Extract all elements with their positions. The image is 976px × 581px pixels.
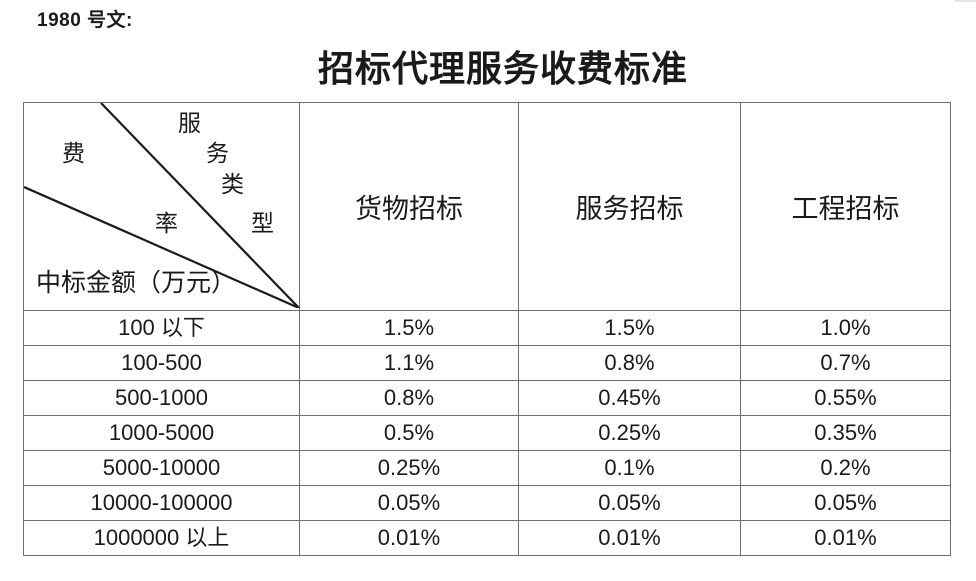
fee-rate-table: 服 务 类 型 费 率 中标金额（万元） 货物招标 服务招标 工程招标 100 …: [23, 102, 951, 556]
table-row: 1000000 以上 0.01% 0.01% 0.01%: [23, 520, 951, 556]
fee-value-cell: 1.5%: [299, 310, 519, 346]
fee-value-cell: 0.35%: [740, 415, 951, 451]
amount-range-cell: 1000000 以上: [23, 520, 300, 556]
fee-value-cell: 0.25%: [518, 415, 741, 451]
amount-range-cell: 1000-5000: [23, 415, 300, 451]
service-type-char: 务: [206, 141, 229, 166]
diagonal-header-cell: 服 务 类 型 费 率 中标金额（万元）: [23, 102, 300, 311]
fee-value-cell: 0.05%: [299, 485, 519, 521]
fee-value-cell: 0.01%: [740, 520, 951, 556]
fee-value-cell: 0.7%: [740, 345, 951, 381]
service-type-char: 类: [221, 172, 244, 197]
fee-value-cell: 0.45%: [518, 380, 741, 416]
diagonal-divider-lines: [24, 103, 300, 308]
column-header-engineering: 工程招标: [740, 102, 951, 311]
fee-value-cell: 0.05%: [740, 485, 951, 521]
rate-char: 费: [62, 141, 85, 166]
table-row: 100 以下 1.5% 1.5% 1.0%: [23, 310, 951, 346]
amount-range-cell: 100 以下: [23, 310, 300, 346]
page-edge-artifact: [955, 0, 976, 2]
table-row: 100-500 1.1% 0.8% 0.7%: [23, 345, 951, 381]
column-header-goods: 货物招标: [299, 102, 519, 311]
amount-range-cell: 500-1000: [23, 380, 300, 416]
service-type-char: 服: [178, 111, 201, 136]
doc-reference: 1980 号文:: [37, 10, 133, 31]
table-row: 500-1000 0.8% 0.45% 0.55%: [23, 380, 951, 416]
header-row: 服 务 类 型 费 率 中标金额（万元） 货物招标 服务招标 工程招标: [23, 102, 951, 311]
rate-char: 率: [155, 211, 178, 236]
fee-value-cell: 0.8%: [518, 345, 741, 381]
service-type-char: 型: [251, 211, 274, 236]
table-row: 1000-5000 0.5% 0.25% 0.35%: [23, 415, 951, 451]
table-row: 5000-10000 0.25% 0.1% 0.2%: [23, 450, 951, 486]
fee-value-cell: 0.05%: [518, 485, 741, 521]
amount-range-cell: 100-500: [23, 345, 300, 381]
diagonal-line-lower: [24, 185, 300, 308]
fee-value-cell: 1.1%: [299, 345, 519, 381]
fee-value-cell: 0.5%: [299, 415, 519, 451]
diagonal-line-upper: [100, 103, 300, 308]
fee-value-cell: 0.25%: [299, 450, 519, 486]
fee-value-cell: 1.0%: [740, 310, 951, 346]
fee-value-cell: 0.2%: [740, 450, 951, 486]
fee-value-cell: 0.8%: [299, 380, 519, 416]
fee-value-cell: 0.01%: [518, 520, 741, 556]
column-header-services: 服务招标: [518, 102, 741, 311]
amount-range-cell: 5000-10000: [23, 450, 300, 486]
fee-value-cell: 0.55%: [740, 380, 951, 416]
fee-value-cell: 1.5%: [518, 310, 741, 346]
fee-value-cell: 0.1%: [518, 450, 741, 486]
amount-axis-label: 中标金额（万元）: [36, 270, 237, 297]
page-title: 招标代理服务收费标准: [317, 49, 688, 89]
amount-range-cell: 10000-100000: [23, 485, 300, 521]
table-row: 10000-100000 0.05% 0.05% 0.05%: [23, 485, 951, 521]
fee-value-cell: 0.01%: [299, 520, 519, 556]
